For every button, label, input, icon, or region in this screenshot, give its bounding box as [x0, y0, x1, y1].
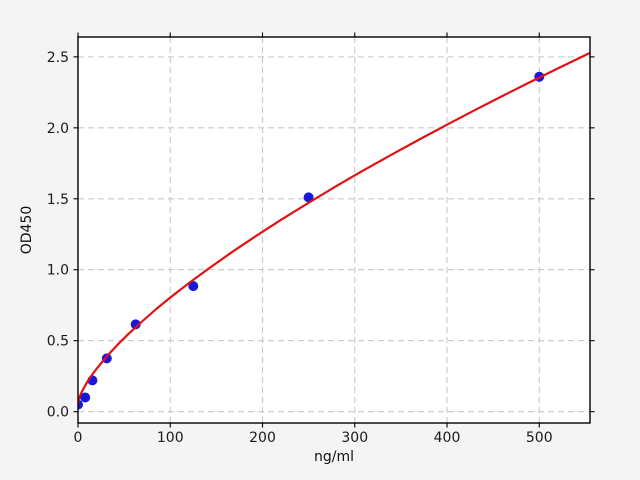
- y-tick-label: 1.0: [47, 263, 69, 279]
- data-point: [303, 192, 314, 203]
- plot-area: [78, 37, 590, 423]
- x-tick-label: 400: [434, 430, 461, 446]
- y-tick-label: 0.0: [47, 405, 69, 421]
- data-point: [130, 319, 141, 330]
- plot-data: [78, 51, 590, 410]
- x-tick-label: 300: [341, 430, 368, 446]
- y-tick-label: 2.0: [47, 121, 69, 137]
- data-point: [188, 281, 199, 292]
- x-tick-label: 100: [157, 430, 184, 446]
- data-point: [80, 392, 91, 403]
- x-tick-label: 500: [526, 430, 553, 446]
- fit-curve: [78, 51, 590, 405]
- x-tick-label: 200: [249, 430, 276, 446]
- y-tick-label: 1.5: [47, 192, 69, 208]
- x-tick-label: 0: [74, 430, 83, 446]
- y-tick-label: 0.5: [47, 334, 69, 350]
- x-axis-label: ng/ml: [313, 449, 354, 465]
- y-axis-label: OD450: [19, 205, 35, 255]
- y-tick-label: 2.5: [47, 50, 69, 66]
- plot-border: [77, 36, 591, 424]
